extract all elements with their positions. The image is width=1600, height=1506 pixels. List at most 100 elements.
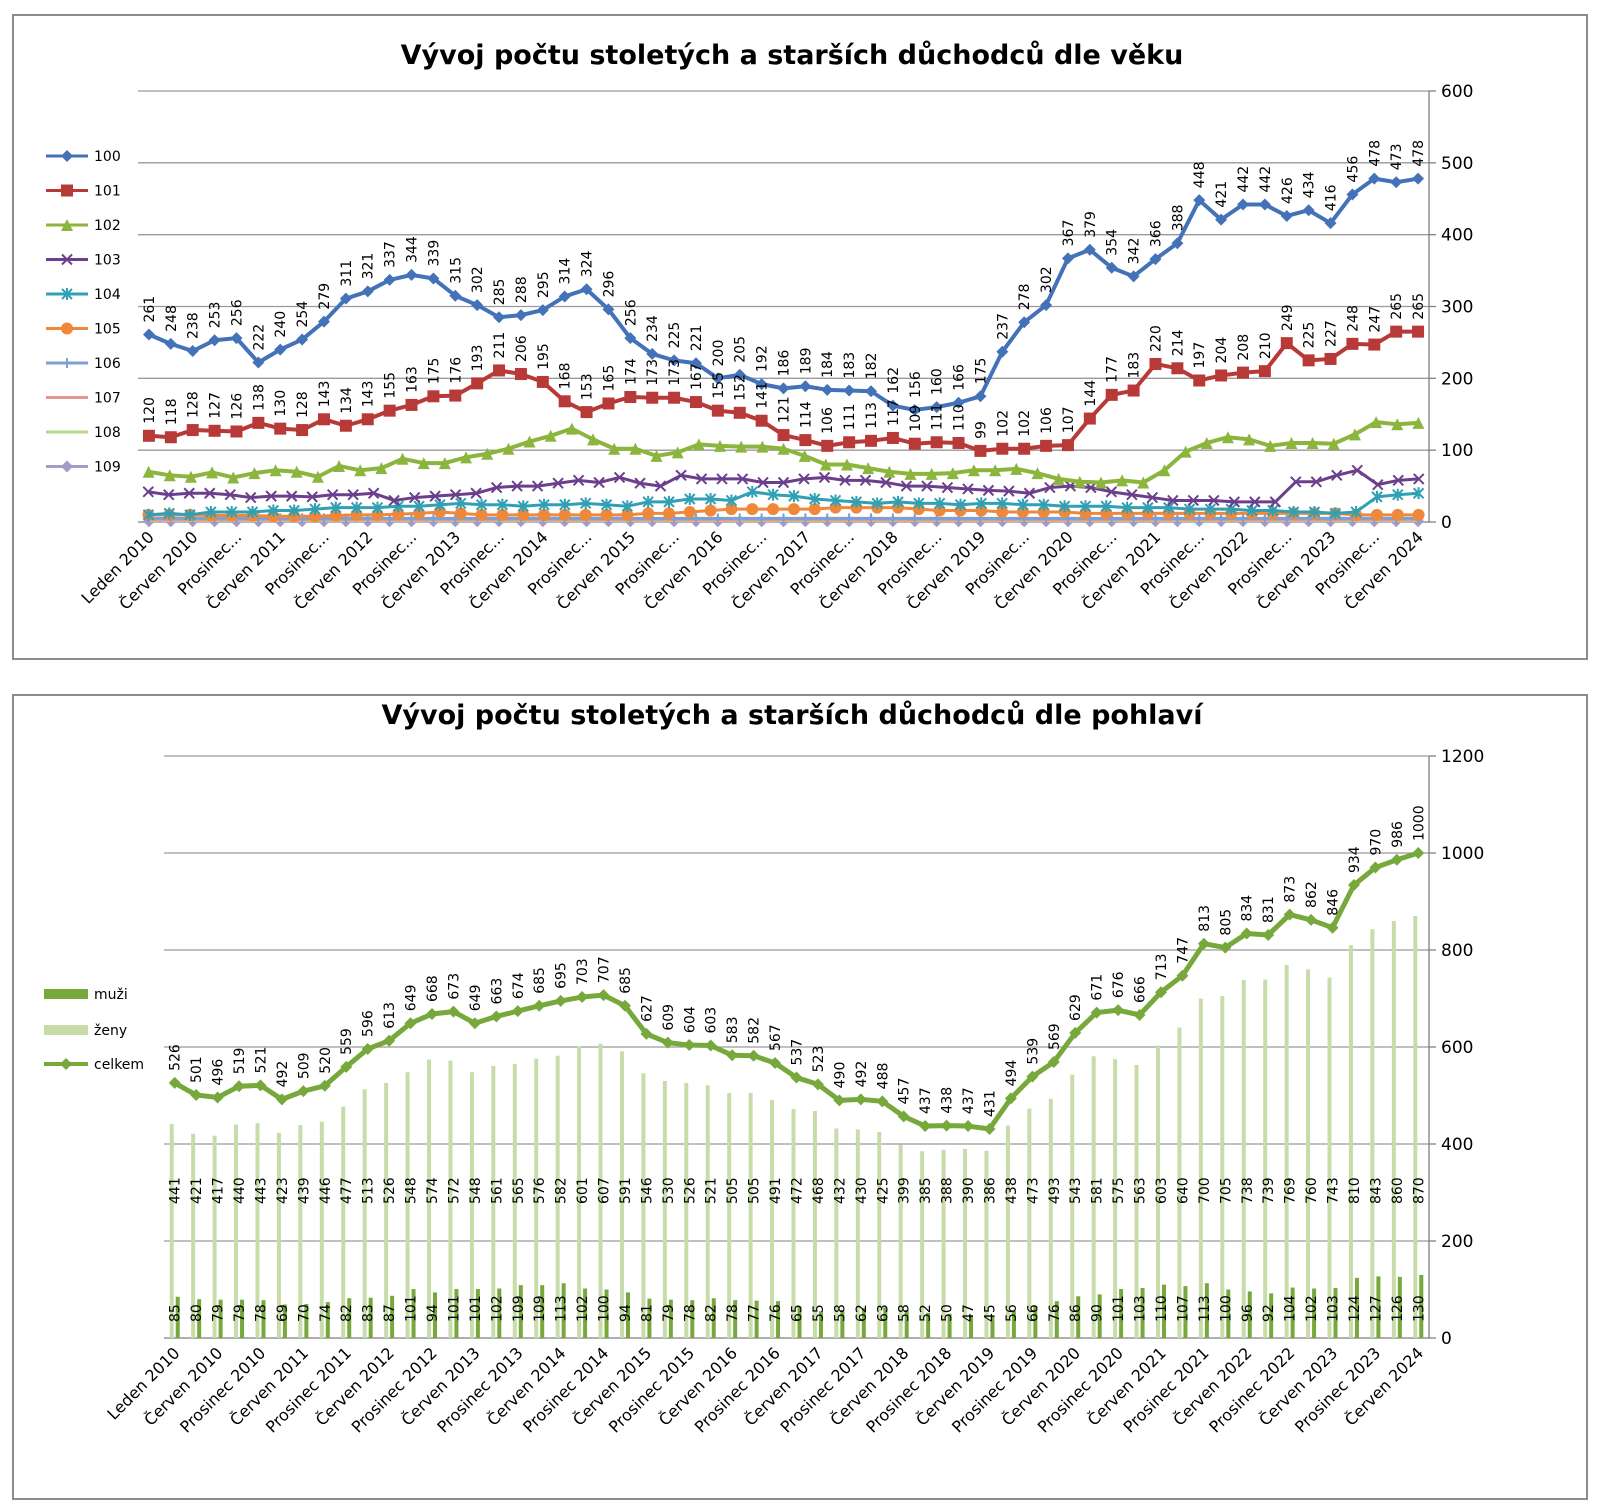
data-label-101: 143 xyxy=(317,381,333,408)
data-point-102 xyxy=(862,462,875,475)
data-point-103 xyxy=(1167,494,1179,507)
data-point-celkem xyxy=(254,1079,267,1092)
data-point-102 xyxy=(735,440,748,453)
data-point-103 xyxy=(408,491,421,504)
data-label-muzi: 69 xyxy=(275,1304,291,1322)
data-point-102 xyxy=(460,451,473,464)
bar-muzi xyxy=(647,1298,652,1338)
data-point-100 xyxy=(1280,209,1293,222)
data-label-celkem: 569 xyxy=(1047,1023,1063,1050)
legend-label: ženy xyxy=(94,1023,127,1039)
data-point-101 xyxy=(996,442,1009,455)
data-point-100 xyxy=(930,401,943,414)
bar-zeny xyxy=(684,1082,689,1338)
data-point-101 xyxy=(711,404,724,417)
bar-muzi xyxy=(497,1288,502,1338)
data-point-103 xyxy=(818,471,831,484)
data-label-celkem: 649 xyxy=(468,985,484,1012)
data-label-celkem: 834 xyxy=(1240,895,1256,922)
data-label-101: 193 xyxy=(470,345,486,372)
data-label-muzi: 127 xyxy=(1368,1295,1384,1322)
data-point-104 xyxy=(1267,504,1279,517)
data-point-106 xyxy=(712,513,723,524)
data-point-100 xyxy=(230,332,243,345)
data-point-100 xyxy=(361,285,374,298)
data-point-100 xyxy=(843,384,856,397)
data-point-103 xyxy=(388,494,400,507)
data-point-105 xyxy=(808,503,821,516)
data-label-muzi: 102 xyxy=(575,1295,591,1322)
data-label-zeny: 739 xyxy=(1261,1177,1277,1204)
data-point-104 xyxy=(642,495,654,508)
data-point-102 xyxy=(523,435,536,448)
data-label-zeny: 561 xyxy=(489,1177,505,1204)
data-point-103 xyxy=(1228,496,1241,508)
data-point-celkem xyxy=(876,1095,889,1108)
data-label-100: 200 xyxy=(711,340,727,367)
data-point-101 xyxy=(1018,442,1031,455)
data-point-103 xyxy=(224,488,236,501)
data-point-101 xyxy=(1324,352,1337,365)
data-point-103 xyxy=(1372,478,1384,491)
bar-muzi xyxy=(175,1296,180,1338)
data-label-zeny: 390 xyxy=(961,1177,977,1204)
data-label-100: 337 xyxy=(383,241,399,268)
data-point-103 xyxy=(1126,488,1138,501)
data-label-celkem: 519 xyxy=(232,1048,248,1075)
data-label-zeny: 700 xyxy=(1197,1177,1213,1204)
data-point-101 xyxy=(514,368,527,381)
bar-zeny xyxy=(405,1072,410,1338)
data-label-101: 183 xyxy=(1127,352,1143,379)
data-point-101 xyxy=(536,375,549,388)
data-point-100 xyxy=(689,357,702,370)
data-point-101 xyxy=(952,436,965,449)
data-label-zeny: 513 xyxy=(361,1177,377,1204)
data-point-101 xyxy=(974,444,987,457)
data-point-104 xyxy=(1058,500,1071,513)
data-point-104 xyxy=(725,494,738,507)
data-label-muzi: 79 xyxy=(232,1304,248,1322)
data-label-zeny: 493 xyxy=(1047,1177,1063,1204)
bar-muzi xyxy=(1397,1276,1402,1338)
data-label-101: 168 xyxy=(558,363,574,390)
data-label-celkem: 673 xyxy=(446,973,462,1000)
data-point-106 xyxy=(844,513,855,524)
data-label-101: 248 xyxy=(1345,305,1361,332)
data-point-105 xyxy=(496,508,509,521)
data-point-105 xyxy=(600,508,613,521)
legend-label-105: 105 xyxy=(94,322,121,338)
data-point-105 xyxy=(767,503,780,516)
data-point-celkem xyxy=(597,989,610,1002)
data-point-celkem xyxy=(1283,908,1296,921)
data-point-104 xyxy=(600,498,613,511)
data-point-104 xyxy=(1017,498,1029,511)
data-point-104 xyxy=(788,490,800,503)
data-point-celkem xyxy=(1026,1070,1039,1083)
data-point-101 xyxy=(164,431,177,444)
data-point-104 xyxy=(538,498,550,511)
data-point-103 xyxy=(285,490,298,502)
bar-muzi xyxy=(1140,1288,1145,1338)
data-label-muzi: 79 xyxy=(211,1304,227,1322)
bar-muzi xyxy=(690,1300,695,1338)
data-point-104 xyxy=(1287,505,1300,518)
data-label-101: 177 xyxy=(1105,356,1121,383)
data-label-muzi: 109 xyxy=(511,1295,527,1322)
data-point-celkem xyxy=(1090,1006,1103,1019)
data-point-102 xyxy=(1116,474,1129,487)
data-label-celkem: 523 xyxy=(811,1046,827,1073)
data-point-105 xyxy=(1412,508,1425,521)
data-label-muzi: 79 xyxy=(661,1304,677,1322)
legend-label-106: 106 xyxy=(94,356,121,372)
bar-muzi xyxy=(904,1309,909,1338)
data-point-104 xyxy=(288,504,300,517)
data-point-104 xyxy=(767,488,779,501)
data-point-101 xyxy=(1237,366,1250,379)
bar-muzi xyxy=(561,1283,566,1338)
bar-zeny xyxy=(1155,1045,1160,1338)
data-label-zeny: 705 xyxy=(1218,1177,1234,1204)
legend-swatch-muzi xyxy=(44,989,88,999)
data-label-zeny: 843 xyxy=(1368,1177,1384,1204)
data-label-zeny: 574 xyxy=(425,1177,441,1204)
data-label-100: 321 xyxy=(361,253,377,280)
